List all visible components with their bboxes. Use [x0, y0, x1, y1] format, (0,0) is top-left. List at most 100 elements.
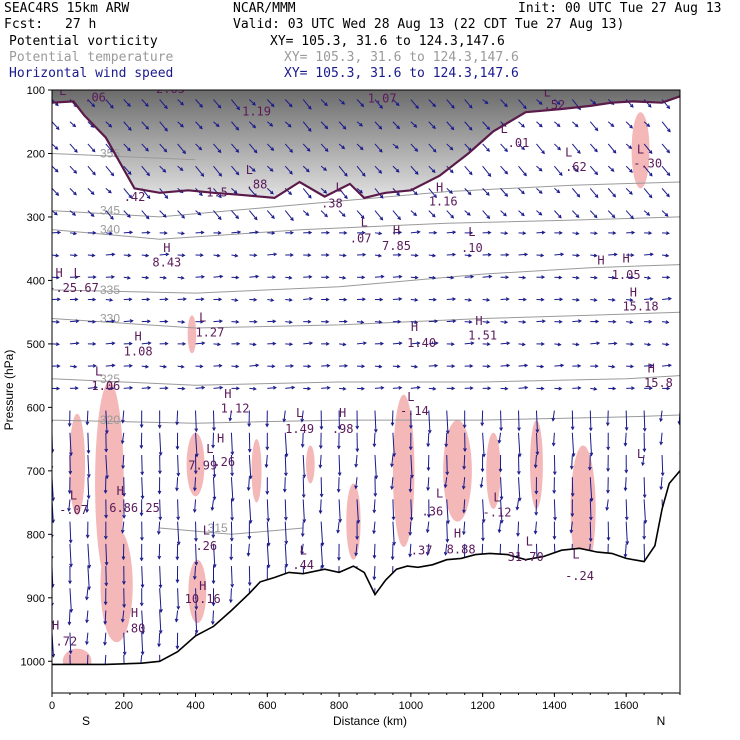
y-tick-label: 900	[27, 593, 45, 605]
positive-blob	[570, 445, 596, 573]
wind-arrow-head	[307, 386, 312, 391]
contour-annotation: L	[199, 311, 206, 325]
wind-arrow-head	[247, 448, 252, 453]
wind-arrow	[536, 188, 543, 194]
wind-arrow-head	[416, 385, 421, 390]
wind-arrow-head	[163, 148, 168, 153]
wind-arrow	[158, 521, 161, 534]
wind-arrow-head	[506, 341, 511, 346]
wind-arrow-head	[342, 342, 347, 347]
wind-arrow	[301, 410, 304, 422]
wind-arrow	[249, 364, 259, 367]
wind-arrow-head	[485, 192, 490, 196]
wind-arrow	[446, 499, 449, 524]
wind-arrow-head	[451, 364, 456, 368]
wind-arrow	[141, 365, 149, 368]
wind-arrow-head	[85, 596, 89, 601]
wind-arrow-head	[307, 364, 312, 369]
wind-arrow	[69, 521, 72, 543]
wind-arrow	[660, 432, 663, 445]
wind-arrow-head	[219, 274, 224, 279]
wind-arrow	[427, 477, 430, 491]
wind-arrow	[624, 432, 627, 446]
contour-annotation: L	[637, 142, 644, 156]
wind-arrow	[213, 386, 223, 389]
wind-arrow-head	[481, 537, 485, 542]
wind-arrow	[195, 410, 197, 432]
wind-arrow-head	[309, 296, 314, 301]
wind-arrow	[266, 499, 269, 522]
positive-blob	[69, 413, 86, 516]
wind-arrow-head	[211, 602, 216, 607]
wind-arrow	[159, 143, 167, 153]
wind-arrow	[644, 253, 653, 256]
wind-arrow-head	[522, 275, 527, 280]
wind-arrow-head	[111, 275, 115, 279]
wind-arrow-head	[158, 470, 162, 475]
theta-contour-line	[52, 264, 680, 294]
wind-arrow-head	[462, 424, 467, 429]
wind-arrow-head	[390, 486, 394, 491]
wind-arrow	[356, 165, 366, 177]
wind-arrow-head	[175, 421, 179, 426]
wind-arrow	[141, 610, 144, 634]
wind-arrow	[554, 210, 562, 219]
wind-arrow	[87, 543, 90, 568]
wind-arrow-head	[326, 363, 331, 368]
wind-arrow-head	[75, 319, 80, 324]
wind-arrow-head	[390, 422, 395, 427]
wind-arrow	[428, 99, 436, 107]
wind-arrow-head	[235, 215, 240, 220]
wind-arrow-head	[92, 364, 97, 368]
wind-arrow-head	[397, 216, 401, 221]
wind-arrow-head	[255, 363, 260, 368]
wind-arrow	[231, 231, 241, 234]
wind-arrow	[105, 342, 115, 345]
wind-arrow-head	[236, 386, 240, 391]
wind-arrow-head	[300, 418, 305, 423]
wind-arrow	[104, 610, 107, 624]
wind-arrow-head	[499, 427, 503, 432]
wind-arrow-head	[110, 104, 114, 109]
contour-annotation: H	[597, 254, 604, 268]
wind-arrow	[195, 610, 198, 633]
contour-annotation: 1.51	[468, 328, 497, 342]
wind-arrow-head	[605, 422, 610, 427]
wind-arrow-head	[164, 319, 169, 324]
wind-arrow-head	[517, 497, 522, 502]
wind-arrow	[428, 254, 436, 257]
wind-arrow	[195, 276, 204, 278]
wind-arrow-head	[157, 555, 162, 560]
contour-annotation: H	[475, 314, 482, 328]
wind-arrow-head	[326, 385, 331, 390]
wind-arrow	[302, 121, 312, 132]
wind-arrow-head	[557, 214, 562, 219]
wind-arrow-head	[288, 320, 293, 324]
wind-arrow-head	[212, 474, 217, 479]
wind-arrow-head	[287, 123, 292, 128]
wind-arrow	[608, 298, 615, 301]
wind-arrow-head	[462, 531, 466, 536]
wind-arrow-head	[235, 364, 240, 369]
contour-annotation: 1.06	[91, 379, 120, 393]
wind-arrow-head	[612, 149, 617, 154]
wind-arrow-head	[356, 519, 361, 524]
wind-arrow	[87, 210, 95, 217]
wind-arrow-head	[553, 516, 557, 521]
wind-arrow	[571, 165, 579, 172]
wind-arrow	[410, 386, 420, 389]
wind-arrow-head	[521, 146, 526, 151]
wind-arrow	[69, 365, 77, 368]
contour-annotation: L	[74, 266, 81, 280]
wind-arrow-head	[318, 445, 323, 450]
wind-arrow-head	[73, 191, 77, 196]
wind-arrow	[320, 99, 328, 106]
x-axis-label: Distance (km)	[333, 714, 407, 728]
wind-arrow-head	[570, 426, 575, 431]
wind-arrow-head	[54, 146, 59, 150]
wind-arrow-head	[468, 104, 473, 109]
wind-arrow	[141, 165, 150, 176]
contour-annotation: L	[526, 535, 533, 549]
wind-arrow-head	[234, 253, 239, 258]
positive-blob	[251, 439, 262, 503]
